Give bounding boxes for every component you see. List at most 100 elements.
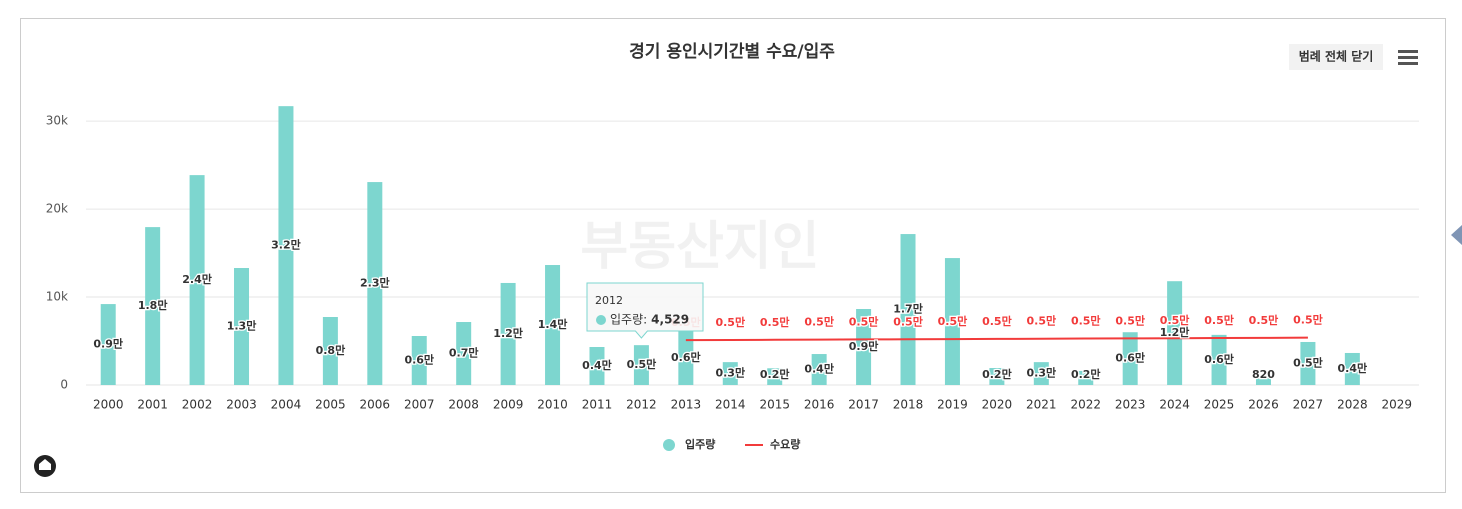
- line-value-label: 0.5만: [1293, 313, 1323, 327]
- x-tick-label: 2004: [271, 398, 302, 412]
- bar: [1344, 352, 1360, 385]
- x-tick-label: 2028: [1337, 398, 1368, 412]
- bar: [411, 336, 427, 385]
- legend-button[interactable]: [1289, 44, 1383, 70]
- bar-value-label: 0.9만: [849, 339, 879, 353]
- tooltip-value: 4,529: [651, 313, 689, 327]
- menu-icon[interactable]: [1398, 50, 1418, 65]
- x-tick-label: 2016: [804, 398, 835, 412]
- x-tick-label: 2012: [626, 398, 657, 412]
- line-value-label: 0.5만: [1115, 313, 1145, 327]
- x-tick-label: 2029: [1382, 398, 1413, 412]
- bar-value-label: 1.2만: [493, 326, 523, 340]
- x-tick-label: 2026: [1248, 398, 1279, 412]
- x-tick-label: 2019: [937, 398, 968, 412]
- y-tick-label: 10k: [46, 290, 68, 304]
- line-value-label: 0.5만: [1160, 313, 1190, 327]
- line-value-label: 0.5만: [715, 315, 745, 329]
- bar-value-label: 1.4만: [538, 317, 568, 331]
- legend-swatch: [663, 439, 675, 451]
- bar-value-label: 0.3만: [1027, 366, 1057, 380]
- bar-value-label: 0.2만: [760, 367, 790, 381]
- legend-button-label[interactable]: 범례 전체 닫기: [1299, 49, 1374, 64]
- y-tick-label: 0: [60, 378, 68, 392]
- y-tick-label: 20k: [46, 202, 68, 216]
- legend-label: 수요량: [770, 438, 800, 451]
- line-value-label: 0.5만: [804, 315, 834, 329]
- bar: [1300, 341, 1316, 385]
- x-tick-label: 2005: [315, 398, 346, 412]
- x-tick-label: 2017: [848, 398, 879, 412]
- x-tick-label: 2003: [226, 398, 257, 412]
- bar: [145, 227, 161, 385]
- tooltip-label: 입주량:: [610, 313, 647, 327]
- bar-value-label: 0.7만: [449, 346, 479, 360]
- bar-value-label: 1.8만: [138, 298, 168, 312]
- x-tick-label: 2023: [1115, 398, 1146, 412]
- bar: [1211, 334, 1227, 385]
- watermark: 부동산지인: [580, 217, 819, 277]
- bar: [811, 354, 827, 385]
- x-tick-label: 2014: [715, 398, 746, 412]
- line-value-label: 0.5만: [760, 315, 790, 329]
- x-tick-label: 2024: [1159, 398, 1190, 412]
- bar: [1033, 362, 1049, 385]
- bar-value-label: 0.3만: [715, 366, 745, 380]
- bar-value-label: 0.2만: [1071, 367, 1101, 381]
- x-tick-label: 2006: [360, 398, 391, 412]
- bar: [545, 265, 561, 385]
- home-icon-house: [39, 459, 51, 470]
- bar: [500, 282, 516, 385]
- bar-value-label: 2.3만: [360, 276, 390, 290]
- bar-value-label: 0.2만: [982, 367, 1012, 381]
- bar-value-label: 0.9만: [93, 337, 123, 351]
- bar-value-label: 0.6만: [404, 353, 434, 367]
- line-value-label: 0.5만: [849, 314, 879, 328]
- bar: [989, 368, 1005, 385]
- bar: [189, 175, 205, 385]
- x-tick-label: 2001: [137, 398, 168, 412]
- y-tick-label: 30k: [46, 114, 68, 128]
- line-value-label: 0.5만: [938, 314, 968, 328]
- bar: [856, 309, 872, 385]
- bar-value-label: 1.7만: [893, 302, 923, 316]
- bar: [900, 234, 916, 385]
- bar: [1167, 281, 1183, 385]
- bar-value-label: 2.4만: [182, 272, 212, 286]
- x-tick-label: 2013: [671, 398, 702, 412]
- bar-value-label: 0.4만: [582, 358, 612, 372]
- bar-value-label: 1.3만: [227, 319, 257, 333]
- x-tick-label: 2009: [493, 398, 524, 412]
- bar: [234, 268, 250, 385]
- tooltip-box: [586, 282, 704, 339]
- x-tick-label: 2000: [93, 398, 124, 412]
- line-value-label: 0.5만: [982, 314, 1012, 328]
- side-arrow[interactable]: [1451, 225, 1462, 245]
- line-value-label: 0.5만: [1071, 314, 1101, 328]
- bar: [589, 347, 605, 385]
- bar: [678, 331, 694, 385]
- x-tick-label: 2025: [1204, 398, 1235, 412]
- bar-value-label: 0.6만: [1115, 351, 1145, 365]
- bar: [1078, 370, 1094, 385]
- bar: [278, 106, 294, 385]
- bar-value-label: 3.2만: [271, 238, 301, 252]
- bar-value-label: 0.4만: [804, 362, 834, 376]
- line-value-label: 0.5만: [1204, 313, 1234, 327]
- bar-value-label: 0.5만: [1293, 355, 1323, 369]
- x-tick-label: 2020: [982, 398, 1013, 412]
- line-value-label: 0.5만: [1027, 314, 1057, 328]
- x-tick-label: 2022: [1070, 398, 1101, 412]
- x-tick-label: 2011: [582, 398, 613, 412]
- tooltip-title: 2012: [595, 294, 623, 307]
- x-tick-label: 2015: [759, 398, 790, 412]
- bar-value-label: 0.6만: [1204, 352, 1234, 366]
- bar-value-label: 0.4만: [1338, 361, 1368, 375]
- bar-value-label: 0.5만: [627, 357, 657, 371]
- bar-value-label: 1.2만: [1160, 325, 1190, 339]
- line-value-label: 0.5만: [1249, 313, 1279, 327]
- x-tick-label: 2018: [893, 398, 924, 412]
- chart-title: 경기 용인시기간별 수요/입주: [629, 42, 835, 62]
- bar: [322, 317, 338, 385]
